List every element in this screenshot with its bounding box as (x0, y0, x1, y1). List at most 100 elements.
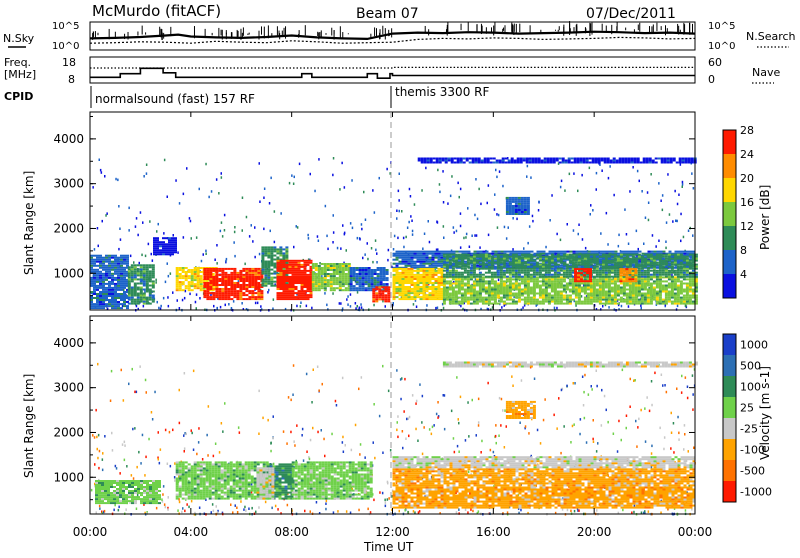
region-cell (503, 303, 506, 305)
scatter-cell (100, 169, 102, 172)
region-cell (153, 245, 156, 247)
region-cell (152, 266, 155, 268)
region-cell (569, 278, 572, 280)
region-cell (273, 285, 276, 287)
region-cell (578, 283, 581, 285)
region-cell (254, 282, 257, 284)
region-cell (224, 288, 227, 290)
region-cell (359, 285, 362, 287)
scatter-cell (488, 234, 490, 237)
region-cell (438, 290, 441, 292)
region-cell (402, 284, 405, 286)
region-cell (432, 263, 435, 265)
region-cell (283, 298, 286, 300)
region-cell (494, 262, 497, 264)
scatter-cell (297, 226, 299, 229)
region-cell (525, 251, 528, 253)
region-cell (680, 283, 683, 285)
region-cell (524, 280, 527, 282)
region-cell (420, 290, 423, 292)
scatter-cell (257, 302, 259, 305)
region-cell (188, 269, 191, 271)
region-cell (197, 283, 200, 285)
region-cell (674, 293, 677, 295)
region-cell (96, 281, 99, 283)
region-cell (647, 278, 650, 280)
region-cell (365, 271, 368, 273)
scatter-cell (371, 247, 373, 250)
region-cell (131, 278, 134, 280)
region-cell (491, 299, 494, 301)
nsearch-label: N.Search (746, 30, 796, 43)
region-cell (426, 261, 429, 263)
region-cell (365, 269, 368, 271)
region-cell (461, 287, 464, 289)
region-cell (260, 298, 263, 300)
region-cell (482, 280, 485, 282)
region-cell (518, 297, 521, 299)
region-cell (137, 289, 140, 291)
scatter-cell (499, 170, 501, 173)
region-cell (482, 260, 485, 262)
region-cell (632, 283, 635, 285)
region-cell (635, 283, 638, 285)
region-cell (479, 274, 482, 276)
region-cell (527, 289, 530, 291)
region-cell (99, 295, 102, 297)
region-cell (120, 279, 123, 281)
region-cell (659, 283, 662, 285)
region-cell (648, 251, 651, 253)
region-cell (671, 291, 674, 293)
region-cell (318, 269, 321, 271)
region-cell (146, 297, 149, 299)
region-cell (563, 299, 566, 301)
scatter-cell (199, 297, 201, 300)
region-cell (674, 303, 677, 305)
region-cell (470, 297, 473, 299)
region-cell (99, 303, 102, 305)
region-cell (488, 264, 491, 266)
region-cell (641, 301, 644, 303)
region-cell (399, 276, 402, 278)
region-cell (140, 274, 143, 276)
region-cell (614, 285, 617, 287)
region-cell (324, 277, 327, 279)
region-cell (221, 290, 224, 292)
region-cell (596, 297, 599, 299)
region-cell (339, 289, 342, 291)
scatter-cell (128, 207, 130, 210)
region-cell (578, 285, 581, 287)
region-cell (414, 298, 417, 300)
region-cell (168, 249, 171, 251)
scatter-cell (682, 181, 684, 184)
region-cell (345, 277, 348, 279)
region-cell (233, 272, 236, 274)
scatter-cell (669, 213, 671, 216)
region-cell (420, 282, 423, 284)
region-cell (96, 255, 99, 257)
region-cell (123, 259, 126, 261)
region-cell (503, 260, 506, 262)
region-cell (411, 282, 414, 284)
freq-left-tick-bottom: 8 (68, 73, 75, 86)
region-cell (572, 289, 575, 291)
scatter-cell (118, 248, 120, 251)
region-cell (572, 299, 575, 301)
region-cell (432, 261, 435, 263)
region-cell (254, 296, 257, 298)
region-cell (105, 303, 108, 305)
region-cell (467, 283, 470, 285)
region-cell (470, 258, 473, 260)
region-cell (276, 252, 279, 254)
region-cell (191, 281, 194, 283)
region-cell (494, 289, 497, 291)
region-cell (479, 264, 482, 266)
region-cell (467, 299, 470, 301)
region-cell (435, 270, 438, 272)
region-cell (650, 289, 653, 291)
region-cell (289, 282, 292, 284)
region-cell (557, 301, 560, 303)
region-cell (632, 299, 635, 301)
region-cell (117, 301, 120, 303)
region-cell (417, 284, 420, 286)
